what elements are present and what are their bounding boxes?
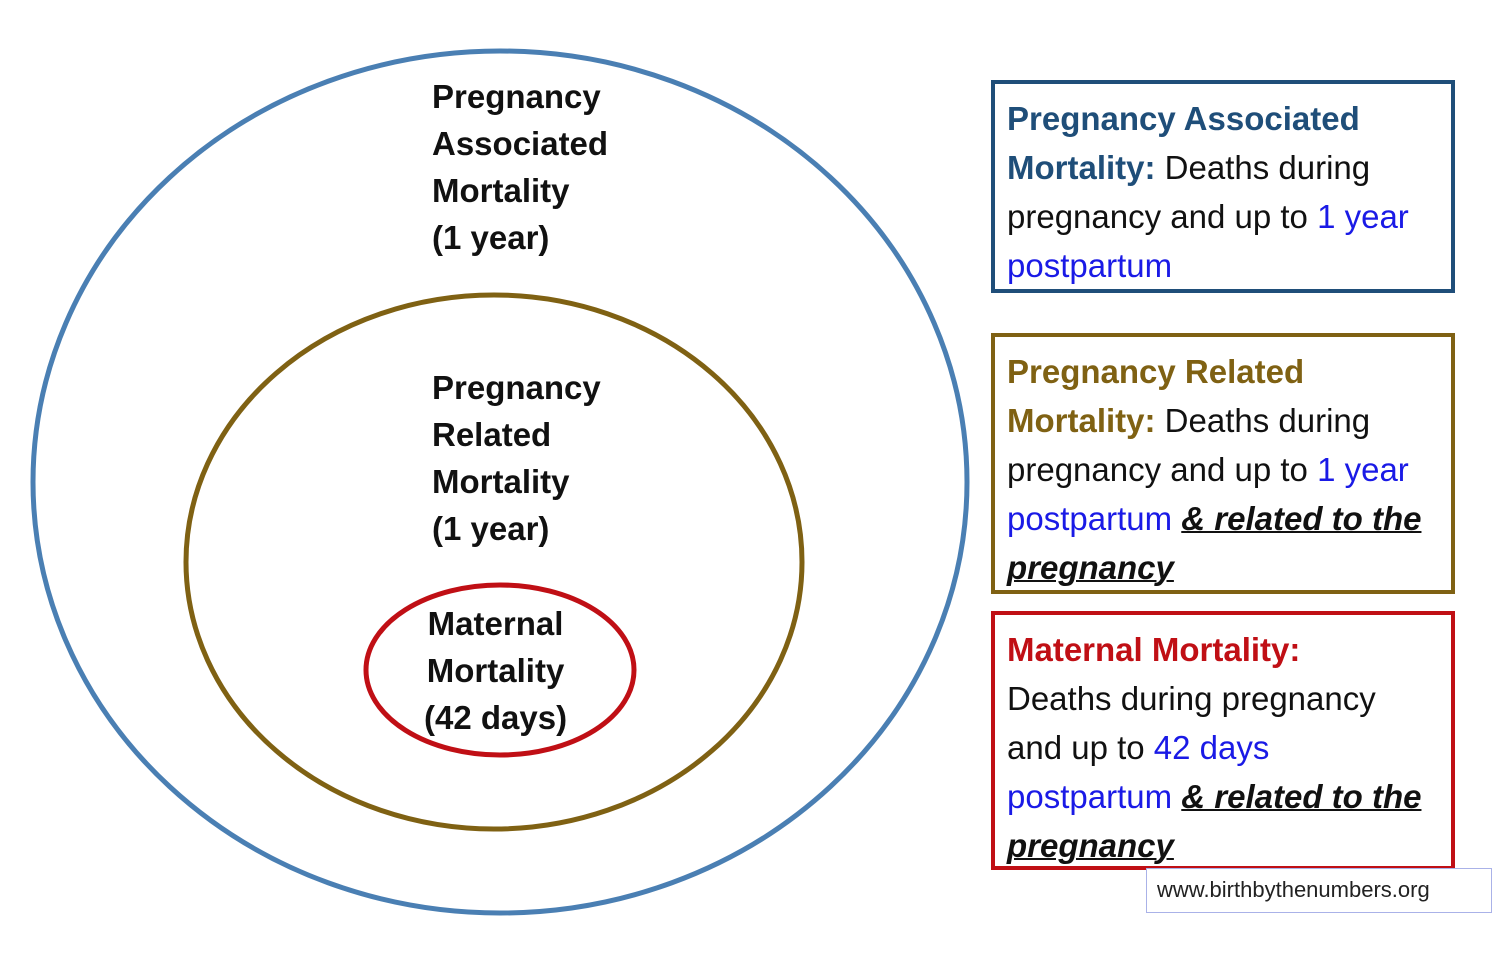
outer-label-line: Associated: [432, 125, 609, 162]
maternal-term: Maternal Mortality:: [1007, 631, 1301, 668]
inner-label-line: Maternal: [427, 605, 564, 642]
middle-label-line: (1 year): [432, 510, 550, 547]
related-definition-box: Pregnancy Related Mortality: Deaths duri…: [991, 333, 1455, 594]
associated-definition-box: Pregnancy Associated Mortality: Deaths d…: [991, 80, 1455, 293]
middle-label-line: Related: [432, 416, 552, 453]
related-term: Pregnancy Related: [1007, 353, 1305, 390]
maternal-period: 42 days postpartum: [1007, 729, 1270, 815]
associated-term: Pregnancy Associated: [1007, 100, 1360, 137]
source-url: www.birthbythenumbers.org: [1146, 868, 1492, 913]
maternal-definition-box: Maternal Mortality: Deaths during pregna…: [991, 611, 1455, 870]
maternal-description: Deaths during pregnancy and up to: [1007, 680, 1376, 766]
inner-circle: [363, 582, 637, 758]
outer-label-line: Pregnancy: [432, 78, 601, 115]
related-term-suffix: Mortality:: [1007, 402, 1156, 439]
middle-circle-label: Pregnancy Related Mortality (1 year): [432, 364, 601, 552]
inner-circle-label: Maternal Mortality (42 days): [424, 600, 567, 741]
related-period: 1 year postpartum: [1007, 451, 1409, 537]
inner-label-line: Mortality: [426, 652, 565, 689]
outer-label-line: Mortality: [432, 172, 570, 209]
outer-circle: [30, 48, 970, 916]
outer-circle-label: Pregnancy Associated Mortality (1 year): [432, 73, 608, 261]
outer-label-line: (1 year): [432, 219, 550, 256]
middle-circle: [183, 292, 805, 832]
middle-label-line: Pregnancy: [432, 369, 601, 406]
associated-description: Deaths during pregnancy and up to: [1007, 149, 1371, 235]
related-description: Deaths during pregnancy and up to: [1007, 402, 1371, 488]
related-emphasis: & related to the pregnancy: [1007, 500, 1422, 586]
associated-term-suffix: Mortality:: [1007, 149, 1156, 186]
associated-period: 1 year postpartum: [1007, 198, 1409, 284]
venn-diagram: [30, 48, 970, 916]
middle-label-line: Mortality: [432, 463, 570, 500]
inner-label-line: (42 days): [424, 699, 568, 736]
maternal-emphasis: & related to the pregnancy: [1007, 778, 1422, 864]
